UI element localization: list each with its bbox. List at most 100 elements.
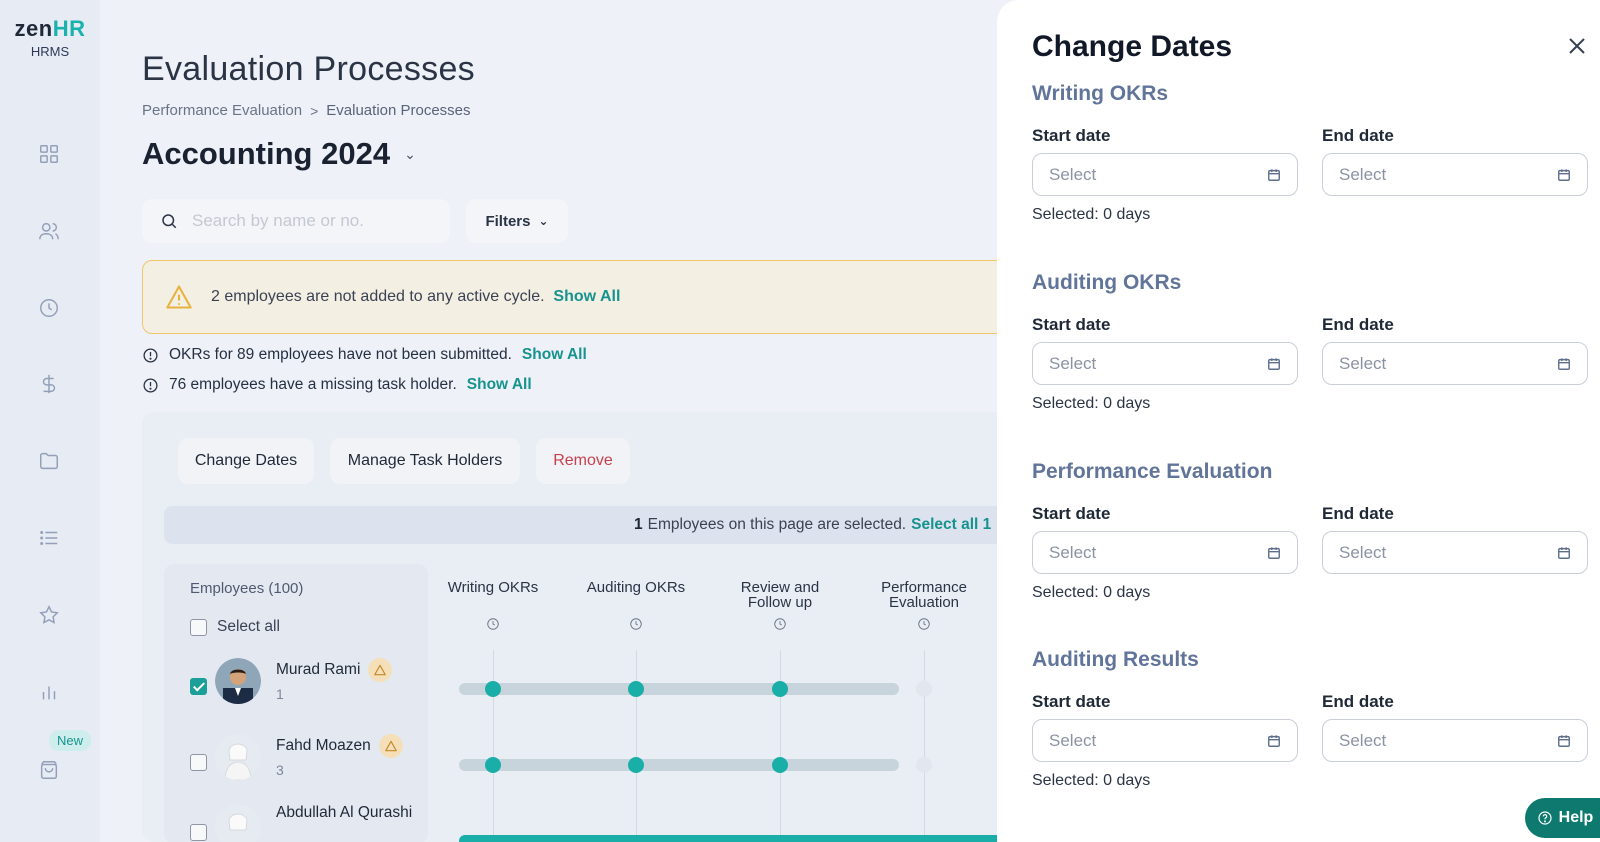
close-icon[interactable]: [1567, 36, 1587, 56]
help-circle-icon: [1538, 811, 1552, 825]
search-input[interactable]: [192, 211, 422, 231]
start-date-label: Start date: [1032, 315, 1111, 334]
breadcrumb-current: Evaluation Processes: [326, 102, 471, 119]
calendar-icon: [1268, 734, 1280, 747]
performance-evaluation-start-date-input[interactable]: Select: [1032, 531, 1298, 574]
auditing-okrs-start-date-input[interactable]: Select: [1032, 342, 1298, 385]
employee-name[interactable]: Murad Rami: [276, 661, 361, 678]
timeline-dot[interactable]: [916, 757, 932, 773]
notice-okrs-show-all-link[interactable]: Show All: [521, 346, 587, 363]
clock-icon: [773, 617, 787, 631]
timeline-gridline: [780, 650, 781, 842]
writing-okrs-start-date-input[interactable]: Select: [1032, 153, 1298, 196]
avatar: [215, 804, 261, 842]
section-title-auditing-results: Auditing Results: [1032, 648, 1199, 671]
warning-banner: 2 employees are not added to any active …: [142, 260, 1042, 334]
folder-icon[interactable]: [36, 448, 62, 474]
breadcrumb: Performance Evaluation > Evaluation Proc…: [142, 102, 471, 119]
employee-checkbox[interactable]: [190, 678, 207, 695]
writing-okrs-end-date-input[interactable]: Select: [1322, 153, 1588, 196]
selected-count: 1: [634, 516, 643, 533]
calendar-icon: [1268, 357, 1280, 370]
breadcrumb-parent-link[interactable]: Performance Evaluation: [142, 102, 303, 119]
timeline-dot[interactable]: [628, 681, 644, 697]
new-badge: New: [49, 730, 92, 751]
star-icon[interactable]: [36, 602, 62, 628]
cycle-selector[interactable]: Accounting 2024 ⌄: [142, 136, 416, 172]
employee-checkbox[interactable]: [190, 754, 207, 771]
breadcrumb-separator: >: [310, 102, 319, 119]
section-title-auditing-okrs: Auditing OKRs: [1032, 271, 1182, 294]
help-button[interactable]: Help: [1525, 798, 1600, 838]
warning-show-all-link[interactable]: Show All: [553, 288, 621, 305]
notice-task-holder: 76 employees have a missing task holder.…: [142, 376, 532, 394]
search-icon: [162, 214, 177, 229]
info-circle-icon: [143, 347, 158, 363]
dollar-icon[interactable]: [36, 371, 62, 397]
start-date-label: Start date: [1032, 692, 1111, 711]
remove-button[interactable]: Remove: [536, 438, 630, 484]
warning-icon[interactable]: [368, 658, 393, 682]
employee-name[interactable]: Abdullah Al Qurashi: [276, 804, 413, 821]
shopping-bag-icon[interactable]: [36, 757, 62, 783]
employee-number: 1: [276, 686, 284, 702]
auditing-okrs-end-date-input[interactable]: Select: [1322, 342, 1588, 385]
avatar: [215, 734, 261, 780]
employee-checkbox[interactable]: [190, 824, 207, 841]
clock-icon[interactable]: [36, 295, 62, 321]
main-content: Evaluation Processes Performance Evaluat…: [100, 0, 1600, 842]
warning-triangle-icon: [166, 285, 192, 309]
avatar: [215, 658, 261, 704]
auditing-results-end-date-input[interactable]: Select: [1322, 719, 1588, 762]
end-date-label: End date: [1322, 504, 1394, 523]
selected-days: Selected: 0 days: [1032, 772, 1151, 789]
notice-task-holder-text: 76 employees have a missing task holder.: [169, 376, 457, 393]
timeline-dot[interactable]: [772, 757, 788, 773]
page-title: Evaluation Processes: [142, 50, 475, 88]
chevron-down-icon[interactable]: ⌄: [404, 145, 416, 162]
section-title-performance-evaluation: Performance Evaluation: [1032, 460, 1273, 483]
end-date-label: End date: [1322, 126, 1394, 145]
timeline-dot[interactable]: [485, 757, 501, 773]
filters-button[interactable]: Filters ⌄: [466, 199, 568, 243]
timeline-track: [459, 835, 1019, 842]
grid-icon[interactable]: [36, 141, 62, 167]
zenhr-logo[interactable]: zenHR HRMS: [12, 16, 88, 59]
selected-days: Selected: 0 days: [1032, 206, 1151, 223]
timeline-dot[interactable]: [772, 681, 788, 697]
calendar-icon: [1558, 546, 1570, 559]
date-input-placeholder: Select: [1339, 730, 1387, 750]
select-all-link[interactable]: Select all 1: [911, 516, 992, 533]
change-dates-button[interactable]: Change Dates: [178, 438, 314, 484]
timeline-track: [459, 683, 899, 695]
employee-row: Abdullah Al Qurashi: [190, 804, 412, 842]
notice-okrs: OKRs for 89 employees have not been subm…: [142, 346, 587, 364]
logo-suffix: HR: [52, 16, 86, 41]
users-icon[interactable]: [36, 218, 62, 244]
list-icon[interactable]: [36, 525, 62, 551]
section-title-writing-okrs: Writing OKRs: [1032, 82, 1169, 105]
employee-name[interactable]: Fahd Moazen: [276, 737, 371, 754]
timeline-dot[interactable]: [916, 681, 932, 697]
warning-icon[interactable]: [378, 734, 403, 758]
employee-row: Fahd Moazen 3: [190, 734, 403, 780]
change-dates-drawer: Change Dates Writing OKRs Start date End…: [997, 0, 1600, 842]
performance-evaluation-end-date-input[interactable]: Select: [1322, 531, 1588, 574]
calendar-icon: [1558, 734, 1570, 747]
auditing-results-start-date-input[interactable]: Select: [1032, 719, 1298, 762]
bar-chart-icon[interactable]: [36, 679, 62, 705]
employees-panel: Employees (100) Select all Murad Rami: [164, 564, 428, 842]
end-date-label: End date: [1322, 315, 1394, 334]
timeline-dot[interactable]: [628, 757, 644, 773]
notice-task-holder-show-all-link[interactable]: Show All: [466, 376, 532, 393]
timeline-gridline: [636, 650, 637, 842]
manage-task-holders-button[interactable]: Manage Task Holders: [330, 438, 520, 484]
stage-header: Performance Evaluation: [870, 580, 978, 610]
calendar-icon: [1558, 357, 1570, 370]
start-date-label: Start date: [1032, 504, 1111, 523]
select-all-checkbox[interactable]: Select all: [190, 618, 280, 636]
filters-label: Filters: [485, 212, 531, 230]
timeline-dot[interactable]: [485, 681, 501, 697]
checkbox[interactable]: [190, 618, 207, 636]
employees-header: Employees (100): [190, 580, 304, 597]
